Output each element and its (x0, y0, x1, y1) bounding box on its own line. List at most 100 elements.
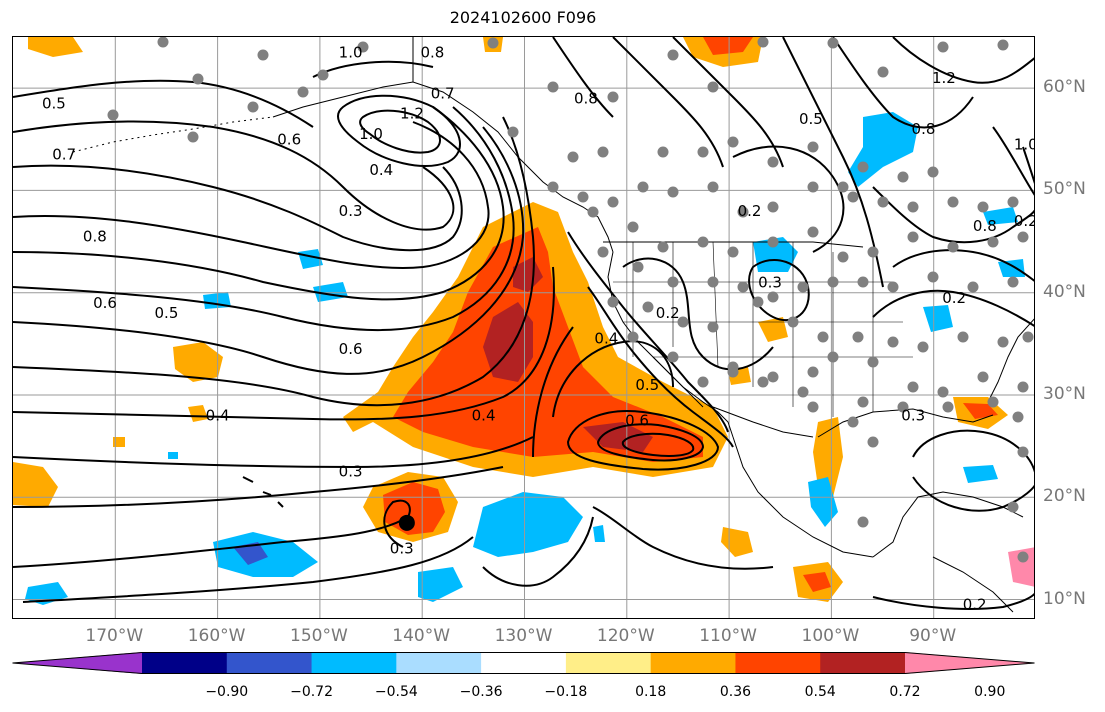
station-dot (637, 181, 649, 193)
station-dot (977, 371, 989, 383)
contour-label: 0.5 (42, 94, 66, 112)
station-dot (767, 236, 779, 248)
colorbar-tick-label: 0.90 (974, 684, 1006, 700)
max-positive-region (483, 302, 533, 382)
contour-label: 1.0 (359, 125, 383, 143)
station-dot (857, 161, 869, 173)
station-dot (1012, 411, 1024, 423)
contour-label: 1.2 (400, 105, 424, 123)
contour-label: 0.5 (155, 304, 179, 322)
contour-label: 0.3 (339, 463, 363, 481)
station-dot (707, 321, 719, 333)
station-dot (317, 69, 329, 81)
colorbar-outline (12, 652, 1035, 674)
station-dot (607, 91, 619, 103)
colorbar-segment (142, 652, 228, 674)
station-dot (947, 196, 959, 208)
station-dot (857, 396, 869, 408)
colorbar-tick-label: 0.36 (719, 684, 752, 700)
station-dot (657, 146, 669, 158)
station-dot (577, 191, 589, 203)
contour-label: 0.7 (431, 84, 455, 102)
station-dot (667, 49, 679, 61)
latitude-tick-label: 50°N (1043, 179, 1086, 200)
colorbar-tick-label: 0.72 (889, 684, 921, 700)
contour-label: 0.3 (339, 202, 363, 220)
contour-label: 0.6 (339, 340, 363, 358)
station-dot (997, 39, 1009, 51)
station-dot (877, 66, 889, 78)
station-dot (807, 366, 819, 378)
station-dot (867, 436, 879, 448)
station-dot (827, 276, 839, 288)
station-dot (857, 276, 869, 288)
negative-anomaly-region (473, 492, 583, 557)
contour-label: 0.4 (594, 330, 618, 348)
colorbar-segment (226, 652, 313, 674)
station-dot (947, 241, 959, 253)
station-dot (1017, 381, 1029, 393)
station-dot (867, 356, 879, 368)
colorbar-segment (820, 652, 906, 674)
longitude-tick-label: 160°W (187, 626, 246, 646)
colorbar-segment (735, 652, 821, 674)
contour-label: 0.4 (206, 406, 230, 424)
station-dot (642, 301, 654, 313)
contour-label: 0.8 (973, 217, 997, 235)
latitude-tick-label: 60°N (1043, 77, 1086, 98)
station-dot (852, 331, 864, 343)
station-dot (757, 37, 769, 48)
station-dot (767, 291, 779, 303)
station-dot (187, 131, 199, 143)
station-dot (757, 376, 769, 388)
station-dots (107, 37, 1034, 563)
station-dot (767, 156, 779, 168)
longitude-tick-label: 140°W (392, 626, 451, 646)
longitude-tick-label: 110°W (699, 626, 757, 646)
station-dot (807, 141, 819, 153)
contour-label: 0.3 (758, 273, 782, 291)
station-dot (677, 316, 689, 328)
colorbar-extend-max (905, 652, 1035, 674)
station-dot (632, 261, 644, 273)
station-dot (737, 281, 749, 293)
latitude-tick-label: 40°N (1043, 281, 1086, 302)
station-dot (627, 221, 639, 233)
station-dot (737, 206, 749, 218)
colorbar-segment (311, 652, 397, 674)
station-dot (707, 81, 719, 93)
contour-label: 1.2 (932, 69, 956, 87)
station-dot (907, 231, 919, 243)
station-dot (587, 206, 599, 218)
colorbar-tick-label: −0.18 (544, 684, 588, 700)
station-dot (697, 236, 709, 248)
station-dot (707, 181, 719, 193)
station-dot (887, 281, 899, 293)
station-dot (867, 246, 879, 258)
lat-lon-grid (13, 37, 1034, 618)
station-dot (657, 241, 669, 253)
latitude-tick-label: 20°N (1043, 486, 1086, 507)
station-dot (807, 181, 819, 193)
contour-label: 1.0 (339, 43, 363, 61)
contour-label: 1.0 (1014, 135, 1035, 153)
contour-label: 0.3 (901, 406, 925, 424)
station-dot (767, 201, 779, 213)
contour-labels: 0.5 0.7 0.8 0.6 0.5 0.6 1.0 1.2 0.4 0.3 1.0 0.8 0.7 0… (42, 43, 1035, 613)
contour-label: 0.8 (83, 227, 107, 245)
station-dot (967, 281, 979, 293)
station-dot (157, 37, 169, 48)
station-dot (547, 81, 559, 93)
contour-label: 0.6 (93, 294, 117, 312)
station-dot (997, 336, 1009, 348)
contour-label: 0.4 (472, 406, 496, 424)
station-dot (817, 331, 829, 343)
station-dot (1017, 551, 1029, 563)
station-dot (697, 146, 709, 158)
colorbar-segment (650, 652, 736, 674)
station-dot (1007, 276, 1019, 288)
longitude-tick-label: 90°W (909, 626, 957, 646)
contour-lines (13, 37, 1034, 610)
colorbar-segment (396, 652, 482, 674)
colorbar-segment (481, 652, 567, 674)
